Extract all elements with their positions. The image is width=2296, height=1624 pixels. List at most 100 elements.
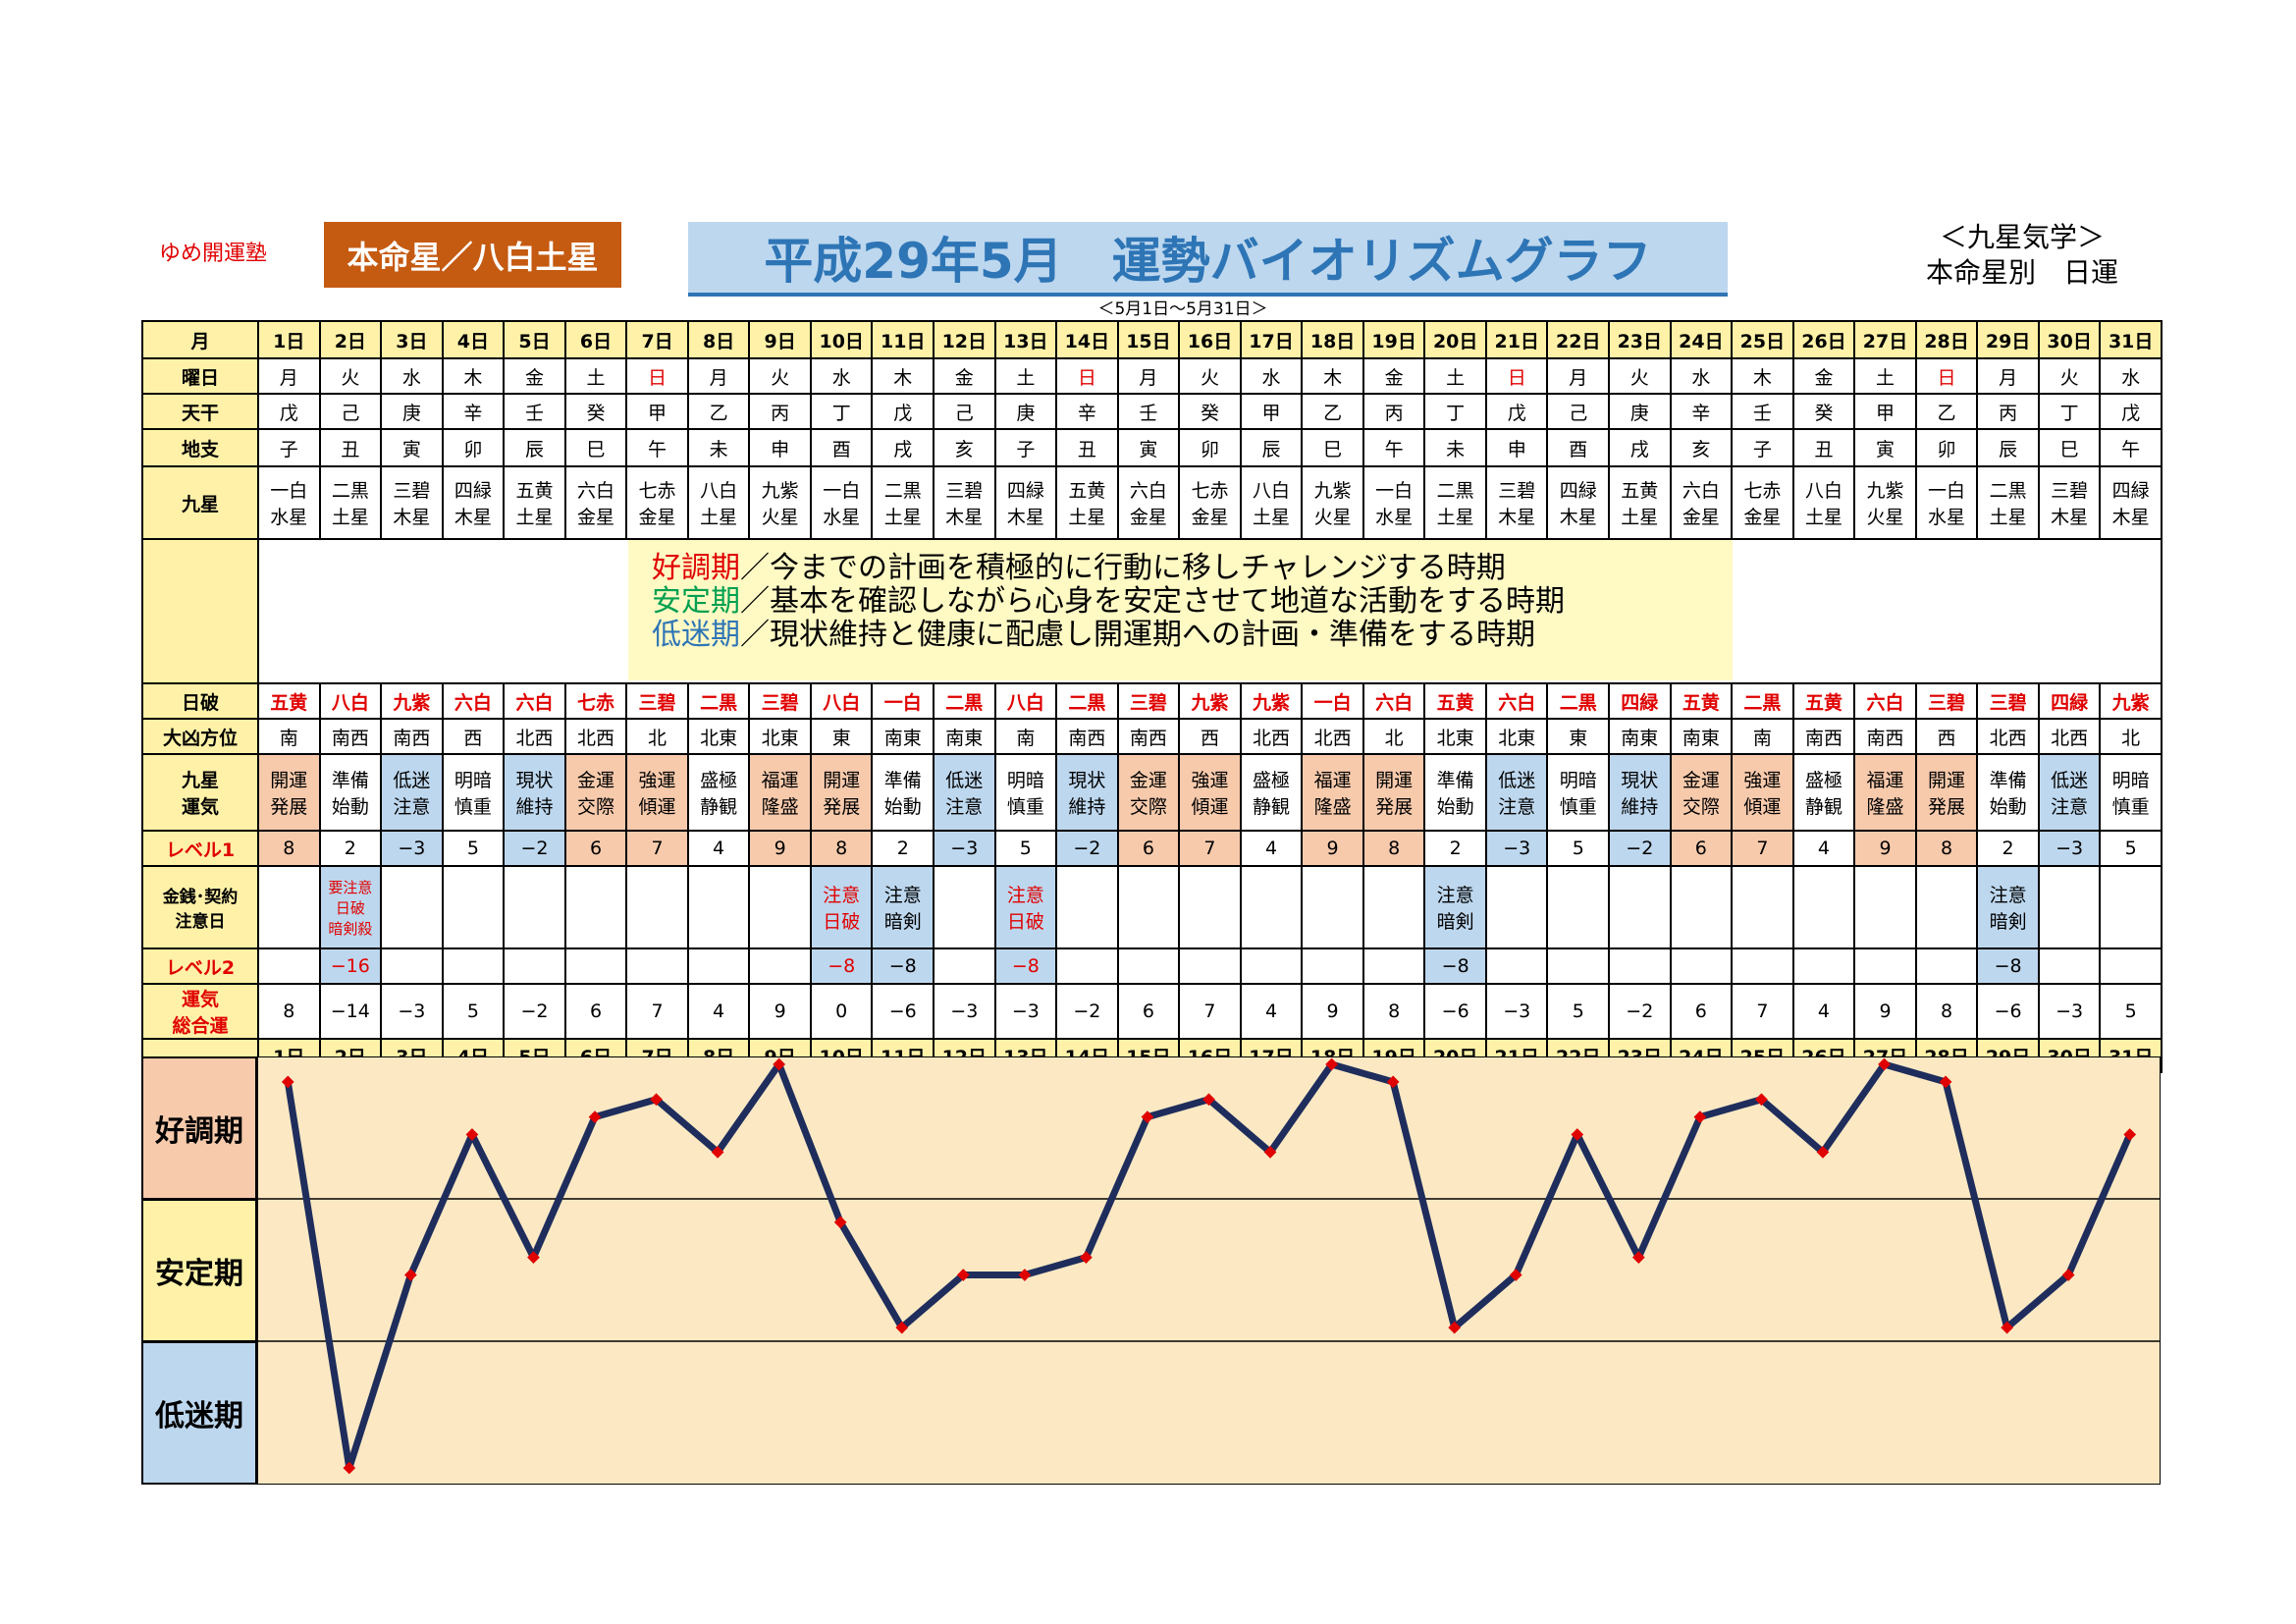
level1-cell: 9 xyxy=(1301,830,1364,867)
unki-cell: 開運 発展 xyxy=(1362,753,1426,832)
unki-text: 傾運 xyxy=(1743,796,1782,818)
sogo-cell: −6 xyxy=(871,983,935,1040)
chishi-cell: 酉 xyxy=(1546,428,1611,467)
chishi-cell: 亥 xyxy=(1669,428,1734,467)
level2-cell xyxy=(1055,947,1119,985)
daikyo-cell: 南 xyxy=(257,718,321,755)
unki-text: 準備 xyxy=(1989,770,2027,791)
level2-cell xyxy=(441,947,506,985)
kinsen-cell xyxy=(1301,865,1364,949)
kyusei-text: 土星 xyxy=(1068,507,1106,528)
weekday-cell: 金 xyxy=(503,357,566,395)
daikyo-cell: 北 xyxy=(625,718,689,755)
day-header: 29日 xyxy=(1976,320,2040,359)
kinsen-cell: 要注意 日破 暗剣殺 xyxy=(318,865,383,949)
kinsen-text: 注意 xyxy=(823,885,861,906)
weekday-cell: 木 xyxy=(1301,357,1364,395)
kinsen-cell xyxy=(1484,865,1549,949)
unki-text: 始動 xyxy=(331,796,369,818)
chishi-cell: 戌 xyxy=(1608,428,1672,467)
chishi-cell: 亥 xyxy=(933,428,996,467)
level1-cell: −3 xyxy=(380,830,444,867)
chishi-cell: 辰 xyxy=(1976,428,2040,467)
level2-cell xyxy=(1178,947,1242,985)
daikyo-cell: 北東 xyxy=(1484,718,1549,755)
sogo-cell: 6 xyxy=(563,983,628,1040)
unki-text: 現状 xyxy=(1621,770,1659,791)
kyusei-cell: 二黒 土星 xyxy=(1423,465,1487,540)
daikyo-cell: 北東 xyxy=(748,718,812,755)
kinsen-cell: 注意 暗剣 xyxy=(871,865,935,949)
tenkan-cell: 癸 xyxy=(1178,393,1242,430)
daikyo-cell: 南西 xyxy=(318,718,383,755)
kyusei-caption-line2: 本命星別 日運 xyxy=(1925,256,2118,289)
unki-text: 慎重 xyxy=(454,796,492,818)
unki-cell: 盛極 静観 xyxy=(1239,753,1304,832)
kyusei-cell: 七赤 金星 xyxy=(1178,465,1242,540)
day-header: 8日 xyxy=(686,320,751,359)
nippa-cell: 八白 xyxy=(809,682,874,720)
level1-cell: 7 xyxy=(1178,830,1242,867)
tenkan-cell: 丙 xyxy=(748,393,812,430)
day-header: 30日 xyxy=(2037,320,2102,359)
zone-low: 低迷期 xyxy=(141,1341,257,1485)
level2-cell xyxy=(380,947,444,985)
kyusei-text: 五黄 xyxy=(515,480,554,502)
legend-term: 好調期 xyxy=(652,551,740,585)
chishi-cell: 酉 xyxy=(809,428,874,467)
unki-cell: 金運 交際 xyxy=(563,753,628,832)
daikyo-cell: 北西 xyxy=(563,718,628,755)
kyusei-text: 火星 xyxy=(761,507,799,528)
daikyo-cell: 南東 xyxy=(871,718,935,755)
kinsen-text: 要注意 xyxy=(328,878,373,896)
sogo-cell: −3 xyxy=(1484,983,1549,1040)
unki-cell: 準備 始動 xyxy=(1423,753,1487,832)
chishi-cell: 寅 xyxy=(1853,428,1917,467)
kinsen-text: 暗剣 xyxy=(883,911,922,933)
daikyo-cell: 南 xyxy=(1731,718,1794,755)
weekday-cell: 月 xyxy=(257,357,321,395)
chart-bands: 好調期 安定期 低迷期 xyxy=(141,1056,2161,1485)
kyusei-text: 火星 xyxy=(1866,507,1904,528)
fortune-table: 月 1日 2日 3日 4日 5日 6日 7日 8日 9日 10日 11日 12日 13日 14日 15日 16日… xyxy=(141,320,2163,1073)
kyusei-cell: 五黄 土星 xyxy=(1608,465,1672,540)
legend-box: 好調期／今までの計画を積極的に行動に移しチャレンジする時期 安定期／基本を確認しな… xyxy=(628,541,1733,680)
unki-text: 発展 xyxy=(1375,796,1414,818)
data-point xyxy=(1509,1269,1522,1281)
chishi-cell: 寅 xyxy=(380,428,444,467)
kyusei-text: 水星 xyxy=(823,507,861,528)
kyusei-cell: 一白 水星 xyxy=(809,465,874,540)
daikyo-cell: 北西 xyxy=(1301,718,1364,755)
weekday-cell: 火 xyxy=(2037,357,2102,395)
row-label-sogo-text: 総合運 xyxy=(172,1015,229,1037)
level2-cell xyxy=(933,947,996,985)
level2-cell xyxy=(2037,947,2102,985)
sogo-cell: −3 xyxy=(993,983,1058,1040)
unki-text: 始動 xyxy=(1989,796,2027,818)
weekday-cell: 日 xyxy=(625,357,689,395)
day-header: 19日 xyxy=(1362,320,1426,359)
weekday-cell: 月 xyxy=(1976,357,2040,395)
tenkan-cell: 庚 xyxy=(993,393,1058,430)
chishi-cell: 子 xyxy=(1731,428,1794,467)
legend-cell: 好調期／今までの計画を積極的に行動に移しチャレンジする時期 安定期／基本を確認しな… xyxy=(257,538,2163,684)
nippa-cell: 六白 xyxy=(503,682,566,720)
sogo-cell: −3 xyxy=(380,983,444,1040)
row-label-daikyo-text: 大凶方位 xyxy=(162,727,238,749)
day-header: 27日 xyxy=(1853,320,1917,359)
chishi-cell: 申 xyxy=(1484,428,1549,467)
row-label-kyusei: 九星 xyxy=(141,465,259,540)
tenkan-cell: 辛 xyxy=(1669,393,1734,430)
level2-cell xyxy=(1546,947,1611,985)
nippa-cell: 四緑 xyxy=(2037,682,2102,720)
kyusei-cell: 三碧 木星 xyxy=(933,465,996,540)
day-header: 3日 xyxy=(380,320,444,359)
day-header: 10日 xyxy=(809,320,874,359)
data-point xyxy=(650,1093,663,1107)
row-label-level1: レベル1 xyxy=(141,830,259,867)
kinsen-cell xyxy=(2037,865,2102,949)
data-point xyxy=(1080,1251,1093,1264)
level1-cell: 9 xyxy=(748,830,812,867)
weekday-cell: 水 xyxy=(2099,357,2163,395)
row-label-nippa-text: 日破 xyxy=(181,691,219,714)
